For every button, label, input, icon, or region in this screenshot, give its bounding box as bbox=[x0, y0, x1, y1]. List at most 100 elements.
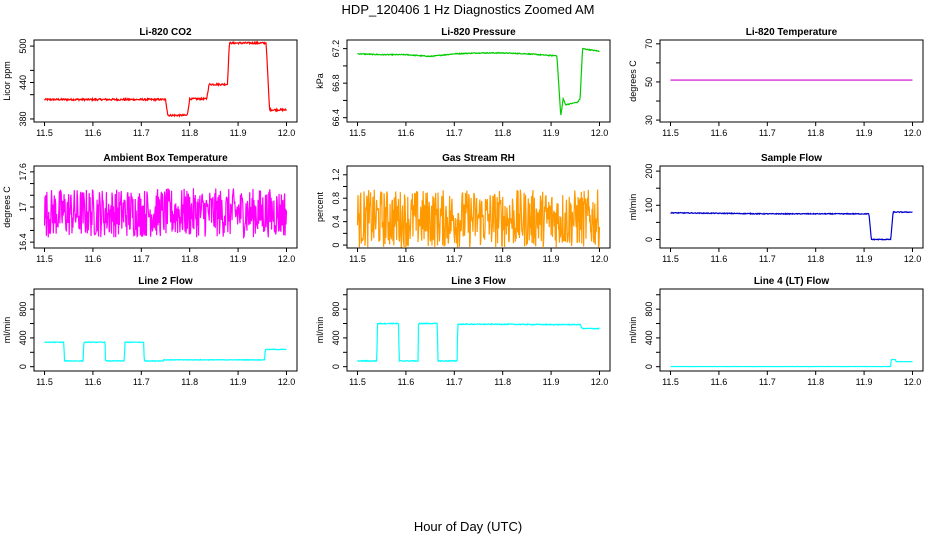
x-tick-label: 11.8 bbox=[494, 377, 511, 387]
x-tick-label: 12.0 bbox=[591, 128, 609, 138]
x-tick-label: 11.9 bbox=[856, 128, 873, 138]
y-tick-label: 0 bbox=[331, 364, 341, 369]
panel-2: Li-820 Temperature degrees C 11.5 11.6 11.7 1… bbox=[628, 27, 924, 138]
x-tick-label: 12.0 bbox=[591, 377, 609, 387]
x-tick-label: 11.7 bbox=[759, 128, 776, 138]
y-tick-label: 66.8 bbox=[331, 74, 341, 92]
x-tick-label: 11.8 bbox=[807, 254, 824, 264]
y-tick-label: 0 bbox=[18, 364, 28, 369]
x-tick-label: 11.9 bbox=[230, 377, 247, 387]
plot-frame bbox=[659, 39, 924, 123]
x-tick-label: 11.7 bbox=[133, 377, 150, 387]
y-axis-label: ml/min bbox=[628, 317, 638, 344]
x-tick-label: 11.6 bbox=[84, 377, 101, 387]
x-tick-label: 12.0 bbox=[278, 128, 296, 138]
x-tick-label: 12.0 bbox=[904, 128, 922, 138]
series-line bbox=[357, 322, 600, 363]
x-tick-label: 12.0 bbox=[904, 254, 922, 264]
plot-frame bbox=[33, 39, 298, 123]
panel-3: Ambient Box Temperature degrees C 11.5 11.6… bbox=[2, 153, 298, 264]
panel-0: Li-820 CO2 Licor ppm 11.5 11.6 11.7 11.8 11.9 1… bbox=[2, 27, 298, 138]
x-tick-label: 11.5 bbox=[36, 128, 53, 138]
y-tick-label: 0.8 bbox=[331, 192, 341, 205]
panel-title: Ambient Box Temperature bbox=[103, 153, 228, 164]
x-tick-label: 11.8 bbox=[807, 377, 824, 387]
y-tick-label: 50 bbox=[644, 77, 654, 87]
x-tick-label: 11.7 bbox=[759, 254, 776, 264]
y-tick-label: 66.4 bbox=[331, 109, 341, 127]
x-axis-label: Hour of Day (UTC) bbox=[414, 519, 522, 534]
y-tick-label: 1.2 bbox=[331, 169, 341, 182]
x-tick-label: 11.5 bbox=[662, 128, 679, 138]
y-tick-label: 100 bbox=[644, 198, 654, 213]
x-tick-label: 11.7 bbox=[446, 128, 463, 138]
x-tick-label: 11.5 bbox=[349, 377, 366, 387]
series-line bbox=[670, 358, 913, 368]
y-tick-label: 70 bbox=[644, 39, 654, 49]
x-tick-label: 11.6 bbox=[397, 377, 414, 387]
x-tick-label: 11.7 bbox=[759, 377, 776, 387]
x-tick-label: 11.5 bbox=[349, 128, 366, 138]
x-tick-label: 11.9 bbox=[543, 377, 560, 387]
y-tick-label: 440 bbox=[18, 75, 28, 90]
series-line bbox=[43, 188, 288, 239]
x-tick-label: 11.5 bbox=[36, 377, 53, 387]
panel-8: Line 4 (LT) Flow ml/min 11.5 11.6 11.7 11.8 11… bbox=[628, 276, 924, 387]
plot-frame bbox=[346, 39, 611, 123]
y-tick-label: 30 bbox=[644, 115, 654, 125]
x-tick-label: 11.8 bbox=[181, 377, 198, 387]
y-axis-label: kPa bbox=[315, 73, 325, 89]
y-axis-label: percent bbox=[315, 191, 325, 222]
panel-title: Sample Flow bbox=[761, 153, 822, 164]
panel-title: Line 2 Flow bbox=[138, 276, 193, 287]
x-tick-label: 11.6 bbox=[710, 254, 727, 264]
x-tick-label: 12.0 bbox=[904, 377, 922, 387]
series-line bbox=[357, 47, 600, 116]
panel-title: Li-820 CO2 bbox=[139, 27, 192, 38]
x-tick-label: 11.7 bbox=[446, 377, 463, 387]
y-tick-label: 0 bbox=[644, 237, 654, 242]
panel-title: Li-820 Pressure bbox=[441, 27, 516, 38]
y-tick-label: 17 bbox=[18, 202, 28, 212]
y-tick-label: 16.4 bbox=[18, 233, 28, 251]
plot-frame bbox=[33, 288, 298, 372]
x-tick-label: 12.0 bbox=[278, 254, 296, 264]
series-line bbox=[670, 210, 913, 241]
y-tick-label: 0.4 bbox=[331, 215, 341, 228]
x-tick-label: 11.5 bbox=[662, 254, 679, 264]
x-tick-label: 11.9 bbox=[543, 254, 560, 264]
y-tick-label: 67.2 bbox=[331, 40, 341, 58]
panel-7: Line 3 Flow ml/min 11.5 11.6 11.7 11.8 11.9 12.… bbox=[315, 276, 611, 387]
y-axis-label: Licor ppm bbox=[2, 61, 12, 101]
x-tick-label: 11.5 bbox=[36, 254, 53, 264]
panel-5: Sample Flow ml/min 11.5 11.6 11.7 11.8 11.9 12.… bbox=[628, 153, 924, 264]
x-tick-label: 11.8 bbox=[181, 254, 198, 264]
plot-frame bbox=[659, 288, 924, 372]
x-tick-label: 11.8 bbox=[494, 128, 511, 138]
y-tick-label: 380 bbox=[18, 111, 28, 126]
x-tick-label: 11.6 bbox=[397, 128, 414, 138]
plot-frame bbox=[659, 165, 924, 249]
x-tick-label: 11.9 bbox=[230, 254, 247, 264]
series-line bbox=[44, 40, 287, 118]
x-tick-label: 11.7 bbox=[446, 254, 463, 264]
panel-1: Li-820 Pressure kPa 11.5 11.6 11.7 11.8 11.9 12… bbox=[315, 27, 611, 138]
y-tick-label: 800 bbox=[18, 302, 28, 317]
x-tick-label: 11.9 bbox=[230, 128, 247, 138]
y-tick-label: 0 bbox=[331, 243, 341, 248]
x-tick-label: 12.0 bbox=[591, 254, 609, 264]
x-tick-label: 11.8 bbox=[494, 254, 511, 264]
y-tick-label: 800 bbox=[644, 302, 654, 317]
x-tick-label: 11.5 bbox=[349, 254, 366, 264]
series-line bbox=[356, 189, 601, 248]
y-tick-label: 200 bbox=[644, 164, 654, 179]
x-tick-label: 11.8 bbox=[807, 128, 824, 138]
plot-frame bbox=[346, 288, 611, 372]
x-tick-label: 11.7 bbox=[133, 254, 150, 264]
y-tick-label: 400 bbox=[18, 330, 28, 345]
panel-title: Line 3 Flow bbox=[451, 276, 506, 287]
y-axis-label: ml/min bbox=[315, 317, 325, 344]
x-tick-label: 11.8 bbox=[181, 128, 198, 138]
panels: Li-820 CO2 Licor ppm 11.5 11.6 11.7 11.8 11.9 1… bbox=[2, 27, 924, 387]
